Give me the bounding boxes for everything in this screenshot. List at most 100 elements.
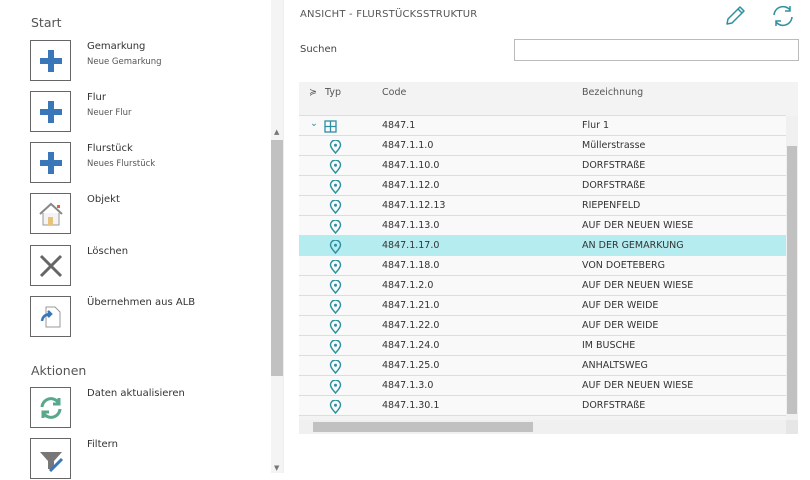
table-row[interactable]: ⌄ 4847.1 Flur 1 (299, 116, 786, 136)
command-4[interactable]: Löschen (30, 245, 270, 287)
cell-bezeichnung: AUF DER WEIDE (582, 300, 659, 311)
location-pin-icon (329, 319, 342, 337)
location-pin-icon (329, 379, 342, 397)
scrollbar-corner (786, 420, 798, 434)
command-title: Löschen (87, 246, 129, 257)
grid-header: ≽ Typ Code Bezeichnung (299, 82, 786, 116)
cell-bezeichnung: DORFSTRAßE (582, 400, 646, 411)
cell-bezeichnung: IM BUSCHE (582, 340, 636, 351)
table-row[interactable]: 4847.1.2.0 AUF DER NEUEN WIESE (299, 276, 786, 296)
column-code[interactable]: Code (382, 87, 407, 98)
section-start: Start (31, 15, 62, 30)
cell-bezeichnung: AUF DER NEUEN WIESE (582, 380, 694, 391)
command-1[interactable]: Flur Neuer Flur (30, 91, 270, 133)
command-7[interactable]: Filtern (30, 438, 270, 480)
cell-code: 4847.1.30.1 (382, 400, 440, 411)
command-6[interactable]: Daten aktualisieren (30, 387, 270, 429)
table-row[interactable]: 4847.1.13.0 AUF DER NEUEN WIESE (299, 216, 786, 236)
plus-icon[interactable] (30, 142, 71, 183)
cell-bezeichnung: Müllerstrasse (582, 140, 646, 151)
command-title: Daten aktualisieren (87, 388, 185, 399)
grid-vertical-scrollbar-thumb[interactable] (787, 146, 797, 414)
command-title: Gemarkung (87, 41, 146, 52)
table-row[interactable]: 4847.1.24.0 IM BUSCHE (299, 336, 786, 356)
command-title: Filtern (87, 439, 118, 450)
cell-bezeichnung: AUF DER NEUEN WIESE (582, 220, 694, 231)
house-icon[interactable] (30, 193, 71, 234)
search-input[interactable] (514, 39, 799, 61)
location-pin-icon (329, 259, 342, 277)
command-0[interactable]: Gemarkung Neue Gemarkung (30, 40, 270, 82)
collapse-all-icon[interactable]: ≽ (309, 87, 317, 98)
plus-icon[interactable] (30, 40, 71, 81)
command-title: Objekt (87, 194, 120, 205)
cell-bezeichnung: DORFSTRAßE (582, 180, 646, 191)
table-row[interactable]: 4847.1.10.0 DORFSTRAßE (299, 156, 786, 176)
location-pin-icon (329, 279, 342, 297)
filter-icon[interactable] (30, 438, 71, 479)
cell-bezeichnung: RIEPENFELD (582, 200, 641, 211)
cell-code: 4847.1.25.0 (382, 360, 440, 371)
cell-code: 4847.1.1.0 (382, 140, 434, 151)
cell-code: 4847.1.21.0 (382, 300, 440, 311)
column-bezeichnung[interactable]: Bezeichnung (582, 87, 644, 98)
location-pin-icon (329, 139, 342, 157)
command-subtitle: Neues Flurstück (87, 159, 156, 169)
command-title: Übernehmen aus ALB (87, 297, 196, 308)
cell-code: 4847.1.10.0 (382, 160, 440, 171)
scroll-up-icon[interactable]: ▲ (274, 128, 280, 136)
cell-code: 4847.1.3.0 (382, 380, 434, 391)
import-icon[interactable] (30, 296, 71, 337)
table-row[interactable]: 4847.1.25.0 ANHALTSWEG (299, 356, 786, 376)
table-row[interactable]: 4847.1.30.1 DORFSTRAßE (299, 396, 786, 416)
section-aktionen: Aktionen (31, 363, 87, 378)
location-pin-icon (329, 339, 342, 357)
table-row[interactable]: 4847.1.22.0 AUF DER WEIDE (299, 316, 786, 336)
cell-bezeichnung: Flur 1 (582, 120, 610, 131)
cell-code: 4847.1.18.0 (382, 260, 440, 271)
cell-bezeichnung: AN DER GEMARKUNG (582, 240, 684, 251)
cell-code: 4847.1.22.0 (382, 320, 440, 331)
table-row[interactable]: 4847.1.12.0 DORFSTRAßE (299, 176, 786, 196)
table-row[interactable]: 4847.1.17.0 AN DER GEMARKUNG (299, 236, 786, 256)
location-pin-icon (329, 179, 342, 197)
refresh-icon[interactable] (770, 4, 796, 28)
location-pin-icon (329, 199, 342, 217)
cell-bezeichnung: VON DOETEBERG (582, 260, 666, 271)
command-2[interactable]: Flurstück Neues Flurstück (30, 142, 270, 184)
table-row[interactable]: 4847.1.12.13 RIEPENFELD (299, 196, 786, 216)
cell-bezeichnung: AUF DER NEUEN WIESE (582, 280, 694, 291)
edit-pencil-icon[interactable] (723, 4, 747, 28)
sidebar-scrollbar-thumb[interactable] (271, 140, 283, 376)
plus-icon[interactable] (30, 91, 71, 132)
command-sidebar: Start Aktionen Gemarkung Neue Gemarkung … (0, 0, 284, 479)
table-row[interactable]: 4847.1.3.0 AUF DER NEUEN WIESE (299, 376, 786, 396)
cell-code: 4847.1.17.0 (382, 240, 440, 251)
cell-code: 4847.1 (382, 120, 416, 131)
flur-grid-icon (324, 120, 337, 136)
command-subtitle: Neuer Flur (87, 108, 132, 118)
location-pin-icon (329, 299, 342, 317)
close-icon[interactable] (30, 245, 71, 286)
command-title: Flurstück (87, 143, 133, 154)
location-pin-icon (329, 399, 342, 417)
location-pin-icon (329, 219, 342, 237)
tree-grid: ≽ Typ Code Bezeichnung ⌄ 4847.1 Flur 1 4… (299, 82, 798, 434)
scroll-down-icon[interactable]: ▼ (274, 464, 280, 472)
column-typ[interactable]: Typ (325, 87, 341, 98)
command-5[interactable]: Übernehmen aus ALB (30, 296, 270, 338)
table-row[interactable]: 4847.1.21.0 AUF DER WEIDE (299, 296, 786, 316)
page-title: ANSICHT - FLURSTÜCKSSTRUKTUR (300, 9, 478, 20)
table-row[interactable]: 4847.1.1.0 Müllerstrasse (299, 136, 786, 156)
table-row[interactable]: 4847.1.18.0 VON DOETEBERG (299, 256, 786, 276)
command-3[interactable]: Objekt (30, 193, 270, 235)
cell-code: 4847.1.13.0 (382, 220, 440, 231)
search-label: Suchen (300, 44, 338, 55)
refresh-icon[interactable] (30, 387, 71, 428)
cell-code: 4847.1.12.13 (382, 200, 446, 211)
grid-horizontal-scrollbar-thumb[interactable] (313, 422, 533, 432)
location-pin-icon (329, 359, 342, 377)
cell-code: 4847.1.24.0 (382, 340, 440, 351)
chevron-down-icon[interactable]: ⌄ (310, 118, 318, 129)
command-subtitle: Neue Gemarkung (87, 57, 162, 67)
